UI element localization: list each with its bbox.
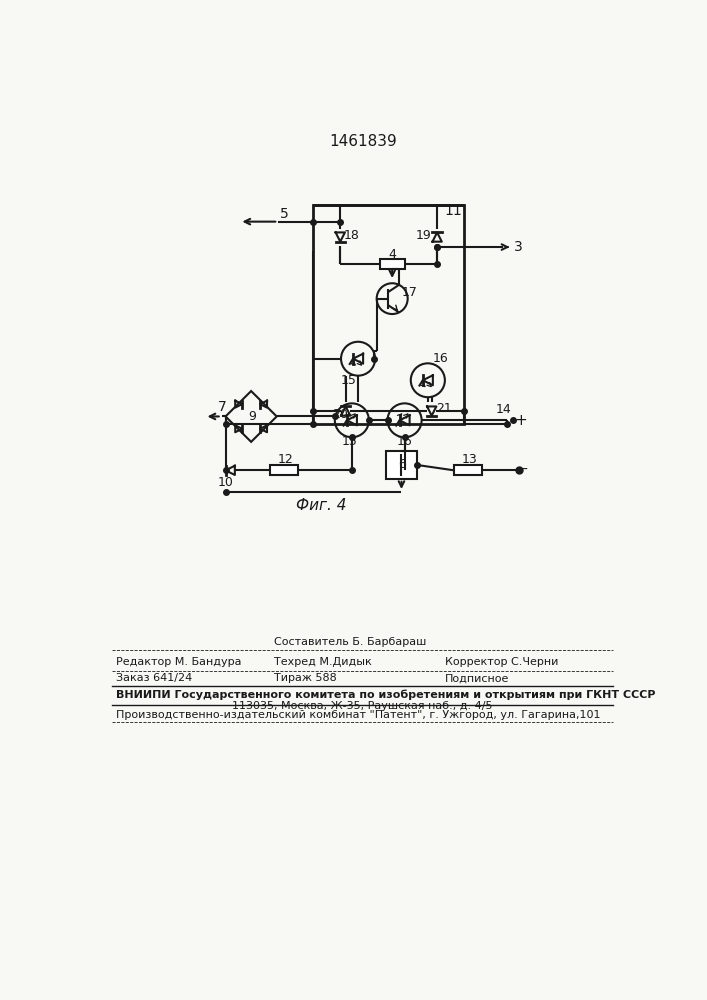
Text: 14: 14 bbox=[496, 403, 512, 416]
Text: 5: 5 bbox=[280, 207, 288, 221]
Text: Составитель Б. Барбараш: Составитель Б. Барбараш bbox=[274, 637, 427, 647]
Text: 16: 16 bbox=[433, 352, 448, 365]
Text: 3: 3 bbox=[514, 240, 522, 254]
Text: Тираж 588: Тираж 588 bbox=[274, 673, 337, 683]
Text: 21: 21 bbox=[436, 402, 452, 415]
Text: Техред М.Дидык: Техред М.Дидык bbox=[274, 657, 372, 667]
Text: 15: 15 bbox=[341, 435, 358, 448]
Bar bbox=[380, 259, 404, 269]
Text: 17: 17 bbox=[402, 286, 417, 299]
Text: 9: 9 bbox=[248, 410, 256, 423]
Text: Фиг. 4: Фиг. 4 bbox=[296, 497, 346, 512]
Text: 12: 12 bbox=[277, 453, 293, 466]
Text: Подписное: Подписное bbox=[445, 673, 509, 683]
Text: 1461839: 1461839 bbox=[329, 134, 397, 149]
Text: 19: 19 bbox=[416, 229, 431, 242]
Text: Редактор М. Бандура: Редактор М. Бандура bbox=[115, 657, 241, 667]
Bar bbox=[386, 451, 417, 479]
Text: 18: 18 bbox=[344, 229, 359, 242]
Text: 13: 13 bbox=[462, 453, 478, 466]
Text: Заказ 641/24: Заказ 641/24 bbox=[115, 673, 192, 683]
Text: 6: 6 bbox=[398, 458, 407, 471]
Text: Производственно-издательский комбинат "Патент", г. Ужгород, ул. Гагарина,101: Производственно-издательский комбинат "П… bbox=[115, 710, 600, 720]
Text: 15: 15 bbox=[341, 374, 357, 387]
Text: –: – bbox=[521, 463, 527, 477]
Text: 20: 20 bbox=[332, 408, 348, 421]
Bar bbox=[270, 465, 298, 475]
Text: 16: 16 bbox=[397, 435, 413, 448]
Text: ВНИИПИ Государственного комитета по изобретениям и открытиям при ГКНТ СССР: ВНИИПИ Государственного комитета по изоб… bbox=[115, 690, 655, 700]
Bar bbox=[313, 205, 464, 424]
Text: 113035, Москва, Ж-35, Раушская наб., д. 4/5: 113035, Москва, Ж-35, Раушская наб., д. … bbox=[233, 701, 493, 711]
Text: 11: 11 bbox=[444, 204, 462, 218]
Text: 7: 7 bbox=[218, 400, 226, 414]
Bar bbox=[454, 465, 482, 475]
Text: Корректор С.Черни: Корректор С.Черни bbox=[445, 657, 559, 667]
Text: +: + bbox=[515, 413, 527, 428]
Text: 4: 4 bbox=[388, 248, 396, 261]
Text: 10: 10 bbox=[218, 476, 234, 489]
